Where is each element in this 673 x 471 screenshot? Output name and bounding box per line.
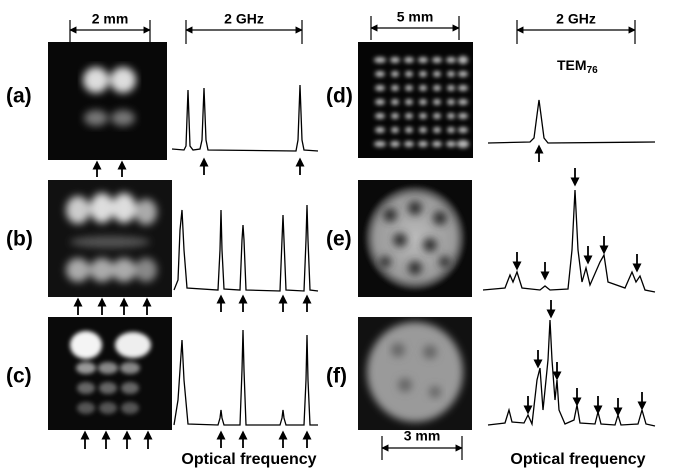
panel-label: (f) bbox=[326, 365, 347, 388]
panel-label: (c) bbox=[6, 365, 32, 388]
spectrum bbox=[172, 85, 318, 151]
panel-label: (a) bbox=[6, 85, 32, 108]
panel-label: (e) bbox=[326, 228, 352, 251]
spectrum bbox=[174, 330, 318, 425]
scale-label: 2 GHz bbox=[224, 11, 264, 27]
panel-label: (d) bbox=[326, 85, 353, 108]
x-axis-label: Optical frequency bbox=[510, 451, 645, 468]
scale-label: 2 GHz bbox=[556, 11, 596, 27]
x-axis-label: Optical frequency bbox=[181, 451, 316, 468]
scale-label: 2 mm bbox=[92, 11, 129, 27]
beam-image bbox=[48, 317, 172, 430]
panel-label: (b) bbox=[6, 228, 33, 251]
beam-image bbox=[358, 42, 473, 158]
beam-image bbox=[48, 180, 172, 297]
spectrum bbox=[488, 100, 655, 143]
scale-label: 3 mm bbox=[404, 428, 441, 444]
spectrum bbox=[488, 320, 655, 426]
beam-image bbox=[358, 317, 472, 430]
mode-label: TEM76 bbox=[557, 57, 598, 76]
beam-image bbox=[48, 42, 167, 160]
spectrum bbox=[483, 190, 655, 292]
figure: (a) (b) (c) (d) (e) (f) 2 mm 2 GHz 5 mm … bbox=[0, 0, 673, 471]
spectrum bbox=[174, 205, 318, 291]
beam-image bbox=[358, 180, 472, 297]
scale-label: 5 mm bbox=[397, 9, 434, 25]
